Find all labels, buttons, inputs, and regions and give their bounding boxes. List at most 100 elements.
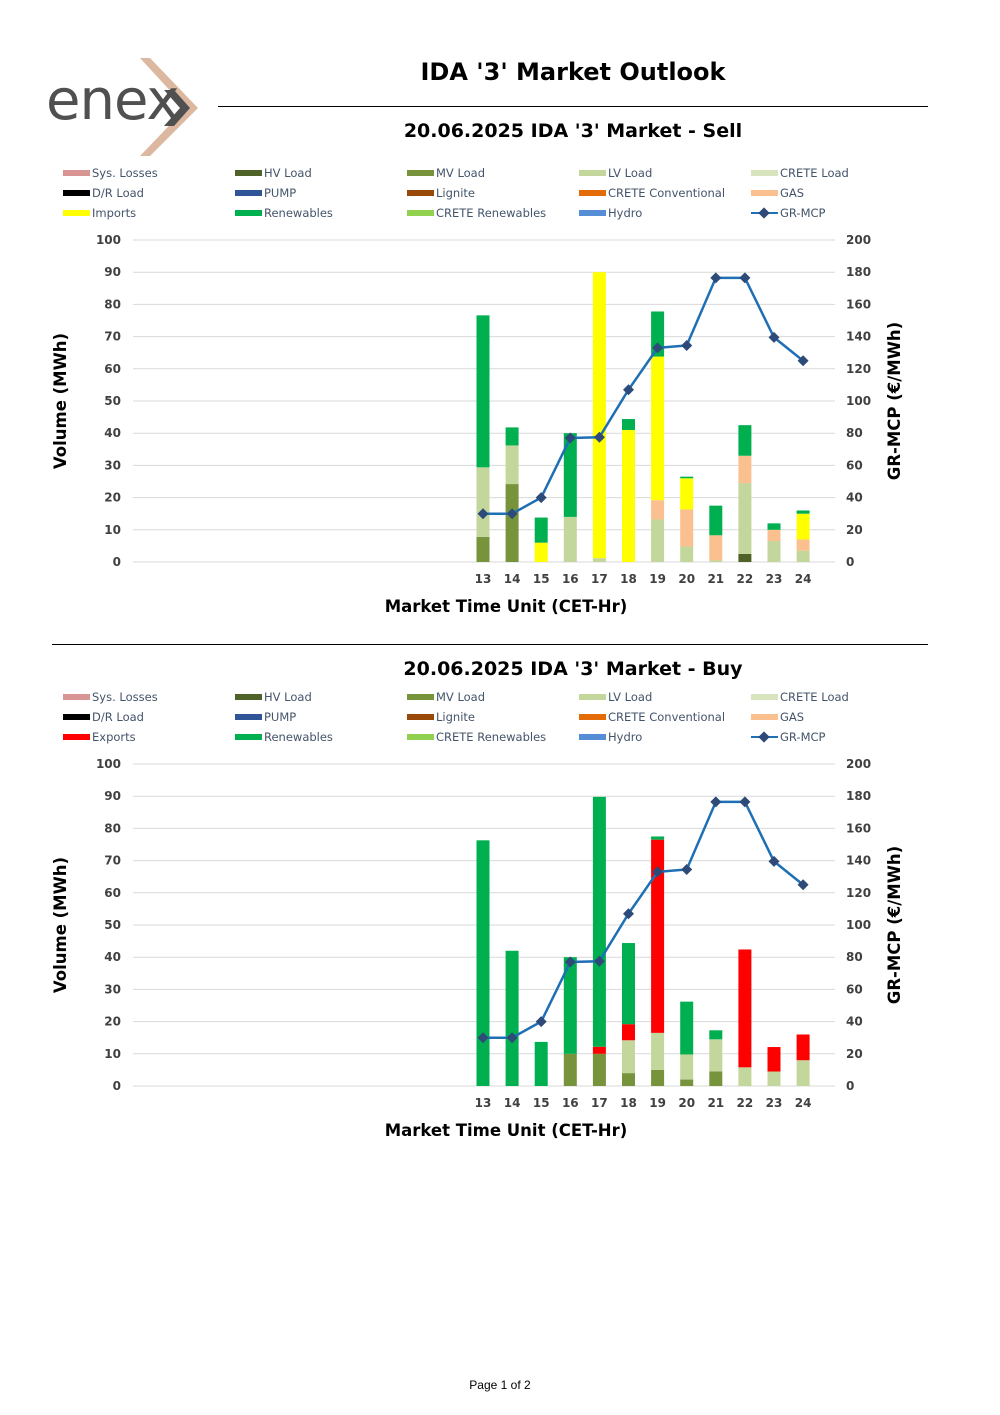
- legend-label: GR-MCP: [780, 206, 826, 220]
- legend-swatch: [407, 170, 434, 176]
- legend-label: PUMP: [264, 186, 297, 200]
- gr-mcp-point-20: [681, 863, 693, 875]
- y-tick-label: 0: [113, 1079, 121, 1093]
- legend-label: Sys. Losses: [92, 166, 158, 180]
- legend-label: CRETE Conventional: [608, 186, 726, 200]
- bar-mv-load-18: [622, 1073, 635, 1086]
- x-tick-label: 16: [562, 572, 579, 586]
- buy-chart: 0 10 20 30 40 50 60 70 80 90 100 0 20 40 60 80 100 120 140…: [51, 757, 904, 1140]
- bar-exports-24: [796, 1034, 810, 1061]
- y2-tick-label: 60: [846, 458, 863, 472]
- legend-label: D/R Load: [92, 710, 144, 724]
- legend-label: Hydro: [608, 730, 643, 744]
- x-tick-label: 15: [533, 1096, 550, 1110]
- bar-lv-load-23: [767, 541, 781, 562]
- x-tick-label: 24: [795, 1096, 812, 1110]
- bar-renewables-13: [476, 840, 490, 1086]
- legend-label: HV Load: [264, 166, 312, 180]
- bar-gas-19: [651, 500, 665, 520]
- bar-lv-load-18: [622, 1040, 635, 1074]
- gr-mcp-point-16: [564, 956, 576, 968]
- x-tick-label: 14: [504, 572, 521, 586]
- bar-renewables-13: [476, 315, 490, 468]
- legend-label: LV Load: [608, 166, 653, 180]
- legend-label: MV Load: [436, 166, 486, 180]
- y-tick-label: 90: [104, 789, 121, 803]
- legend-label: PUMP: [264, 710, 297, 724]
- legend-label: MV Load: [436, 690, 486, 704]
- y2-axis-title: GR-MCP (€/MWh): [885, 846, 904, 1004]
- y-tick-label: 50: [104, 394, 121, 408]
- legend-swatch: [235, 190, 262, 196]
- x-tick-label: 14: [504, 1096, 521, 1110]
- bar-renewables-19: [651, 311, 665, 357]
- legend-item-hv-load: HV Load: [235, 165, 407, 181]
- bar-imports-17: [592, 272, 606, 559]
- legend-swatch: [63, 694, 90, 700]
- bar-imports-24: [796, 513, 810, 540]
- bar-lv-load-14: [505, 445, 519, 485]
- gr-mcp-point-23: [768, 331, 780, 343]
- x-tick-label: 18: [620, 572, 637, 586]
- gr-mcp-point-18: [623, 384, 634, 396]
- legend-swatch: [751, 694, 778, 700]
- gr-mcp-point-13: [477, 1032, 489, 1044]
- legend-item-renewables: Renewables: [235, 205, 407, 221]
- legend-item-gas: GAS: [751, 185, 923, 201]
- legend-swatch: [407, 734, 434, 740]
- bar-exports-22: [738, 949, 752, 1068]
- legend-label: Sys. Losses: [92, 690, 158, 704]
- y2-tick-label: 100: [846, 394, 871, 408]
- legend-item-hydro: Hydro: [579, 729, 751, 745]
- x-tick-label: 23: [766, 1096, 783, 1110]
- legend-label: CRETE Load: [780, 166, 849, 180]
- legend-swatch: [751, 170, 778, 176]
- bar-exports-18: [622, 1024, 635, 1041]
- y2-axis-title: GR-MCP (€/MWh): [885, 322, 904, 480]
- x-axis-title: Market Time Unit (CET-Hr): [385, 597, 628, 616]
- bar-exports-23: [767, 1047, 781, 1072]
- y2-tick-label: 20: [846, 1047, 863, 1061]
- bar-imports-18: [622, 429, 635, 562]
- x-tick-label: 23: [766, 572, 783, 586]
- gr-mcp-point-16: [564, 432, 576, 444]
- section-divider: [52, 644, 928, 645]
- legend-swatch: [63, 210, 90, 216]
- buy-chart-title: 20.06.2025 IDA '3' Market - Buy: [403, 658, 743, 680]
- legend-item-lv-load: LV Load: [579, 689, 751, 705]
- legend-line-marker: [751, 208, 778, 218]
- legend-swatch: [407, 210, 434, 216]
- bar-lv-load-20: [680, 546, 694, 562]
- legend-swatch: [407, 190, 434, 196]
- x-tick-label: 20: [678, 1096, 695, 1110]
- bar-imports-20: [680, 478, 694, 510]
- legend-item-renewables: Renewables: [235, 729, 407, 745]
- legend-swatch: [235, 694, 262, 700]
- y2-tick-label: 180: [846, 265, 871, 279]
- gr-mcp-line: [483, 800, 804, 1039]
- legend-item-sys-losses: Sys. Losses: [63, 689, 235, 705]
- legend-label: Hydro: [608, 206, 643, 220]
- legend-item-crete-renewables: CRETE Renewables: [407, 205, 579, 221]
- legend-label: GAS: [780, 710, 805, 724]
- bar-gas-24: [796, 539, 810, 551]
- legend-swatch: [63, 734, 90, 740]
- legend-item-hydro: Hydro: [579, 205, 751, 221]
- legend-swatch: [63, 190, 90, 196]
- x-tick-label: 21: [707, 572, 724, 586]
- y-tick-label: 80: [104, 821, 121, 835]
- legend-label: Exports: [92, 730, 136, 744]
- y-tick-label: 20: [104, 491, 121, 505]
- legend-item-mv-load: MV Load: [407, 689, 579, 705]
- bar-lv-load-19: [651, 1032, 665, 1070]
- gr-mcp-point-21: [710, 796, 722, 808]
- gr-mcp-point-24: [797, 355, 809, 367]
- y2-tick-label: 160: [846, 297, 871, 311]
- page-title: IDA '3' Market Outlook: [420, 58, 726, 86]
- y2-tick-label: 40: [846, 1015, 863, 1029]
- legend-label: Lignite: [436, 186, 475, 200]
- legend-swatch: [63, 714, 90, 720]
- bar-mv-load-21: [709, 1071, 723, 1086]
- y-tick-label: 30: [104, 458, 121, 472]
- gr-mcp-point-17: [593, 955, 605, 967]
